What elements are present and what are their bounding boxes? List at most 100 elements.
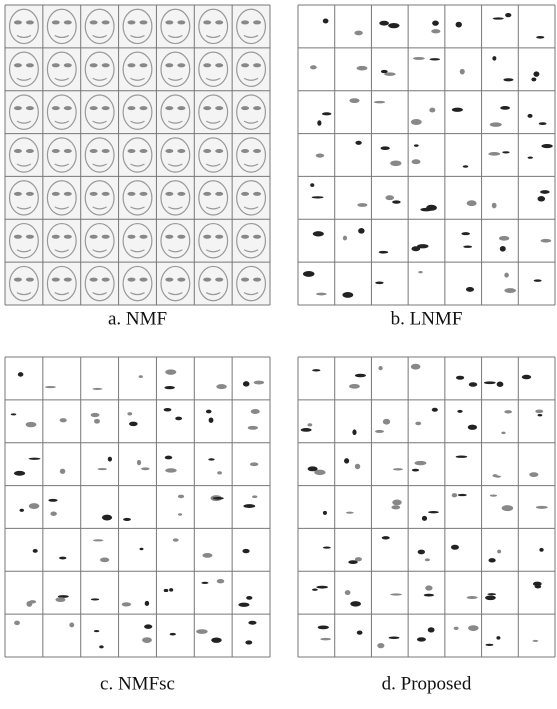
face-eyes <box>128 149 136 153</box>
basis-blob <box>60 469 65 474</box>
basis-blob <box>69 622 74 627</box>
basis-blob <box>100 558 109 563</box>
face-eyes <box>215 192 223 196</box>
basis-blob <box>323 511 327 515</box>
face-eyes <box>253 149 261 153</box>
basis-blob <box>468 425 477 430</box>
basis-blob <box>92 388 102 390</box>
basis-blob <box>209 418 214 423</box>
basis-blob <box>528 156 533 158</box>
face-eyes <box>26 235 34 239</box>
basis-blob <box>428 627 435 632</box>
basis-blob <box>381 70 388 73</box>
face-eyes <box>140 235 148 239</box>
basis-blob <box>129 422 138 427</box>
basis-blob <box>349 384 360 389</box>
basis-blob <box>245 640 252 644</box>
face-eyes <box>102 278 110 282</box>
basis-blob <box>122 602 131 606</box>
basis-blob <box>382 536 390 539</box>
face-eyes <box>102 149 110 153</box>
basis-blob <box>355 141 361 145</box>
basis-blob <box>55 597 65 602</box>
basis-blob <box>492 56 496 60</box>
face-eyes <box>203 106 211 110</box>
basis-blob <box>313 231 324 236</box>
face-eyes <box>215 235 223 239</box>
basis-blob <box>454 627 459 630</box>
basis-blob <box>217 471 222 474</box>
face-eyes <box>128 278 136 282</box>
basis-blob <box>415 461 427 465</box>
basis-blob <box>323 19 329 24</box>
basis-blob <box>248 426 258 430</box>
basis-blob <box>201 582 208 584</box>
basis-blob <box>142 637 152 643</box>
face-eyes <box>102 20 110 24</box>
face-eyes <box>14 278 22 282</box>
basis-blob <box>357 630 363 634</box>
basis-blob <box>357 66 368 71</box>
face-eyes <box>253 63 261 67</box>
basis-blob <box>417 244 429 248</box>
basis-blob <box>94 630 100 632</box>
basis-blob <box>238 603 249 607</box>
face-eyes <box>241 192 249 196</box>
basis-blob <box>418 550 425 555</box>
basis-blob <box>468 625 479 631</box>
basis-blob <box>206 410 212 414</box>
basis-blob <box>431 29 440 33</box>
face-eyes <box>14 20 22 24</box>
face-eyes <box>253 278 261 282</box>
basis-blob <box>322 112 331 115</box>
panel-caption: d. Proposed <box>382 673 472 694</box>
basis-blob <box>346 512 354 514</box>
face-eyes <box>52 192 60 196</box>
basis-blob <box>392 500 401 506</box>
face-eyes <box>14 192 22 196</box>
basis-blob <box>538 414 543 416</box>
basis-blob <box>501 432 505 435</box>
face-eyes <box>52 63 60 67</box>
basis-blob <box>425 585 432 590</box>
basis-blob <box>348 560 357 564</box>
basis-blob <box>390 593 402 595</box>
basis-blob <box>417 637 426 641</box>
basis-blob <box>484 381 496 384</box>
basis-blob <box>308 466 318 471</box>
face-eyes <box>215 20 223 24</box>
basis-blob <box>374 101 385 104</box>
basis-blob <box>379 21 389 26</box>
basis-blob <box>91 598 99 600</box>
basis-blob <box>381 146 390 150</box>
basis-blob <box>178 513 182 515</box>
basis-blob <box>379 251 389 254</box>
basis-blob <box>59 557 66 560</box>
basis-blob <box>14 621 20 625</box>
face-eyes <box>215 106 223 110</box>
basis-blob <box>536 36 544 39</box>
basis-blob <box>522 375 531 379</box>
basis-blob <box>531 77 536 81</box>
face-eyes <box>64 192 72 196</box>
face-eyes <box>14 235 22 239</box>
basis-blob <box>500 246 506 252</box>
face-eyes <box>165 235 173 239</box>
basis-blob <box>534 279 542 281</box>
basis-blob <box>461 232 470 235</box>
basis-blob <box>342 292 353 298</box>
basis-blob <box>312 589 318 591</box>
basis-blob <box>354 31 362 36</box>
basis-blob <box>411 364 421 370</box>
basis-blob <box>26 422 37 427</box>
basis-blob <box>497 550 501 554</box>
face-eyes <box>215 149 223 153</box>
basis-blob <box>254 381 265 385</box>
basis-blob <box>213 497 224 500</box>
face-eyes <box>203 235 211 239</box>
basis-blob <box>412 159 421 164</box>
face-eyes <box>177 192 185 196</box>
page: a. NMFb. LNMFc. NMFscd. Proposed (() => … <box>0 0 557 704</box>
basis-blob <box>178 495 184 499</box>
basis-blob <box>487 593 496 595</box>
